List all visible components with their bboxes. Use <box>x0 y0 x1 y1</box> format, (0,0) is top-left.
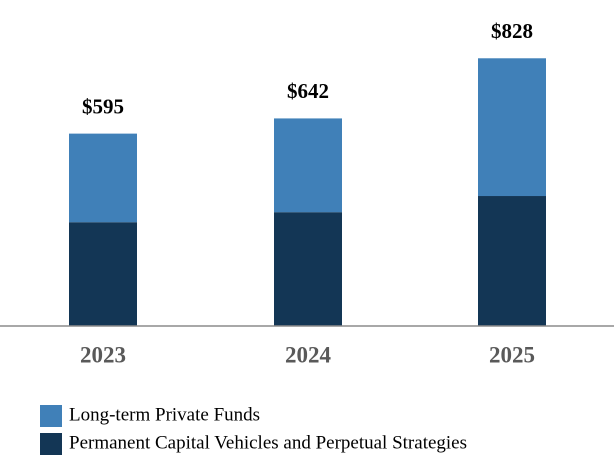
x-tick-label: 2025 <box>489 342 535 367</box>
legend-label: Long-term Private Funds <box>69 404 260 425</box>
total-label: $642 <box>287 79 329 103</box>
bar-segment <box>274 212 342 326</box>
legend-label: Permanent Capital Vehicles and Perpetual… <box>69 432 467 453</box>
bar-segment <box>478 58 546 197</box>
legend-swatch <box>40 433 62 455</box>
x-tick-label: 2023 <box>80 342 126 367</box>
bar-segment <box>478 196 546 326</box>
bar-segment <box>69 222 137 326</box>
bar-segment <box>69 133 137 223</box>
total-label: $595 <box>82 94 124 118</box>
total-label: $828 <box>491 19 533 43</box>
legend-swatch <box>40 405 62 427</box>
bar-segment <box>274 118 342 213</box>
x-tick-label: 2024 <box>285 342 332 367</box>
